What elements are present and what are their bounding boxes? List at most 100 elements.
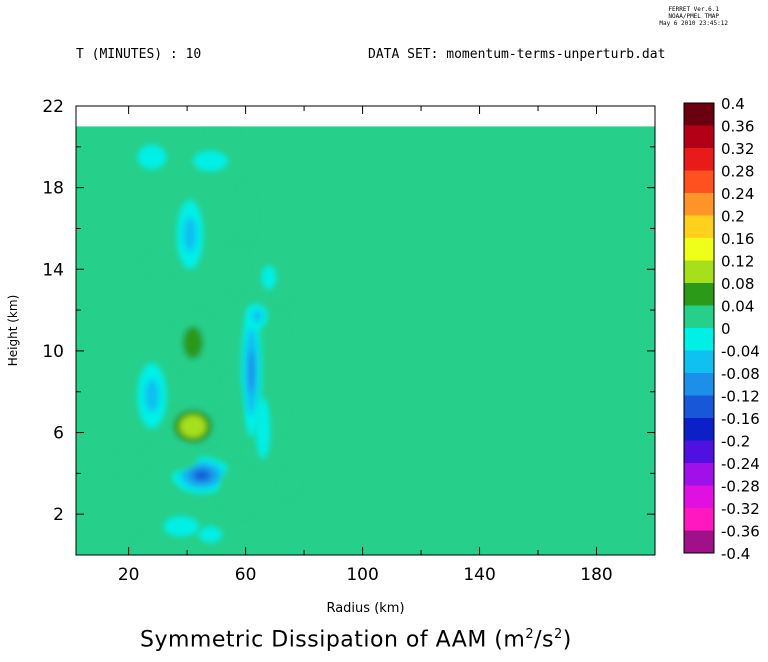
feature-13: [255, 397, 271, 460]
colorbar-swatch-11: [684, 350, 714, 374]
colorbar-label-12: -0.08: [721, 365, 760, 383]
feature-7-band-1: [231, 256, 242, 283]
colorbar-label-15: -0.2: [721, 433, 750, 451]
feature-18-band-1: [141, 539, 157, 550]
feature-8: [236, 183, 255, 245]
colorbar-label-17: -0.28: [721, 478, 760, 496]
dataset-label: DATA SET: momentum-terms-unperturb.dat: [368, 47, 666, 62]
feature-12: [219, 375, 243, 458]
colorbar-label-4: 0.24: [721, 185, 754, 203]
colorbar-swatch-2: [684, 148, 714, 171]
chart-title-prefix: Symmetric Dissipation of AAM (m: [140, 627, 526, 653]
feature-10: [137, 144, 167, 170]
colorbar-label-0: 0.4: [721, 95, 745, 113]
feature-9: [143, 254, 173, 276]
colorbar-label-13: -0.12: [721, 388, 760, 406]
feature-4-band-1: [248, 349, 255, 394]
chart-title: Symmetric Dissipation of AAM (m2/s2): [140, 627, 572, 652]
feature-19: [163, 516, 199, 537]
colorbar-label-14: -0.16: [721, 410, 760, 428]
colorbar-label-8: 0.08: [721, 275, 754, 293]
feature-23: [273, 293, 289, 302]
x-tick-label-140: 140: [463, 565, 495, 585]
colorbar-swatch-8: [684, 283, 714, 306]
colorbar-label-18: -0.32: [721, 500, 760, 518]
feature-17-band-1: [285, 476, 294, 491]
chart-title-mid: /s: [534, 627, 554, 653]
y-tick-label-22: 22: [42, 97, 64, 117]
feature-12-band-1: [225, 395, 237, 437]
colorbar-swatch-12: [684, 373, 714, 396]
colorbar-label-7: 0.12: [721, 253, 754, 271]
colorbar-swatch-0: [684, 103, 714, 126]
feature-11: [192, 150, 229, 172]
feature-9-band-1: [150, 260, 166, 271]
feature-3-band-1: [182, 326, 204, 360]
x-tick-label-20: 20: [118, 565, 140, 585]
feature-2-band-1: [144, 379, 160, 413]
colorbar-label-16: -0.24: [721, 455, 760, 473]
x-tick-label-60: 60: [235, 565, 257, 585]
feature-17: [280, 469, 299, 498]
colorbar-label-9: 0.04: [721, 298, 754, 316]
colorbar-label-3: 0.28: [721, 163, 754, 181]
feature-16-band-1: [159, 449, 186, 465]
feature-20-band-1: [204, 530, 217, 539]
feature-0: [166, 403, 220, 449]
time-label: T (MINUTES) : 10: [76, 47, 202, 62]
colorbar-label-11: -0.04: [721, 343, 760, 361]
colorbar-swatch-14: [684, 418, 714, 441]
x-axis-label: Radius (km): [326, 601, 404, 616]
feature-21-band-1: [122, 454, 135, 472]
colorbar-swatch-18: [684, 508, 714, 531]
colorbar-swatch-9: [684, 305, 714, 329]
ferret-stamp: FERRET Ver.6.1 NOAA/PMEL TMAP May 6 2010…: [659, 6, 728, 27]
colorbar-swatch-1: [684, 125, 714, 149]
plot-frame: [75, 105, 656, 556]
colorbar-swatch-3: [684, 170, 714, 194]
chart-title-exp-2: 2: [553, 627, 563, 642]
x-tick-label-100: 100: [346, 565, 378, 585]
feature-13-band-1: [259, 413, 267, 444]
ferret-line-1: FERRET Ver.6.1: [668, 6, 719, 13]
y-tick-label-14: 14: [42, 260, 64, 280]
y-tick-label-6: 6: [53, 424, 64, 444]
feature-10-band-1: [144, 150, 160, 164]
feature-4: [241, 306, 262, 437]
field-features: [116, 126, 299, 555]
feature-5: [247, 303, 268, 329]
colorbar-swatch-7: [684, 260, 714, 284]
colorbar-swatch-10: [684, 328, 714, 351]
feature-1: [172, 457, 231, 494]
colorbar-swatch-6: [684, 238, 714, 261]
feature-19-band-1: [172, 521, 191, 532]
feature-15-band-1: [228, 478, 246, 505]
colorbar-label-2: 0.32: [721, 140, 754, 158]
feature-23-band-1: [277, 295, 285, 300]
y-tick-label-18: 18: [42, 179, 64, 199]
feature-0-band-1: [186, 420, 200, 433]
feature-16: [146, 442, 199, 472]
colorbar-label-6: 0.16: [721, 230, 754, 248]
feature-3: [172, 310, 214, 376]
feature-22: [207, 126, 237, 137]
colorbar-label-5: 0.2: [721, 208, 745, 226]
feature-18: [134, 534, 164, 555]
feature-1-band-1: [194, 470, 210, 480]
colorbar-swatch-4: [684, 193, 714, 216]
colorbar-swatch-13: [684, 395, 714, 419]
colorbar-label-10: 0: [721, 320, 731, 338]
colorbar-label-20: -0.4: [721, 545, 750, 563]
feature-22-band-1: [214, 127, 230, 134]
feature-15: [219, 465, 255, 519]
field-background: [76, 126, 655, 555]
feature-14: [271, 310, 290, 433]
y-tick-label-2: 2: [53, 505, 64, 525]
feature-2: [137, 363, 167, 429]
ferret-line-3: May 6 2010 23:45:12: [659, 20, 728, 27]
ferret-line-2: NOAA/PMEL TMAP: [668, 13, 719, 20]
feature-6: [176, 199, 204, 270]
colorbar-frame: [683, 102, 715, 554]
y-tick-label-10: 10: [42, 342, 64, 362]
